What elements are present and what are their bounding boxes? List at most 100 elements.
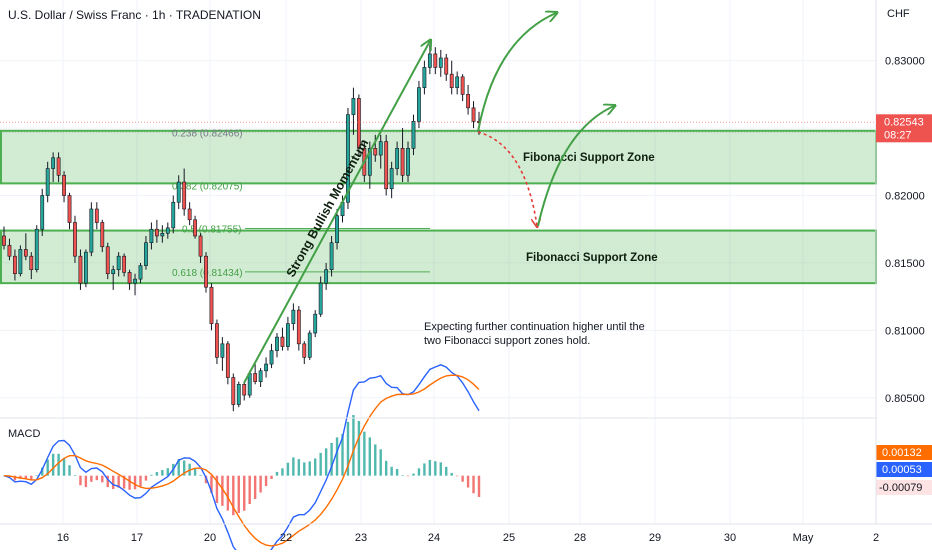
macd-hist-bar [84,475,88,488]
macd-hist-bar [297,459,301,476]
candle [94,202,99,230]
candle-body [444,57,449,75]
candle [318,276,323,317]
macd-hist-bar [111,475,115,490]
macd-hist-bar [19,475,22,479]
macd-hist-bar [346,421,350,476]
candle [324,262,329,290]
candle [433,47,438,75]
macd-hist-bar [57,453,60,476]
candle [438,49,443,77]
macd-hist-bar [445,466,448,476]
candle-body [83,251,88,284]
macd-hist-bar [477,475,481,497]
candle [144,235,148,270]
candle-body [193,219,197,237]
macd-hist-bar [95,475,99,481]
macd-hist-bar [281,468,284,476]
candle [105,242,110,280]
candle-body [7,245,12,257]
candle [67,192,72,230]
candle-body [449,73,454,88]
candle-body [18,249,23,275]
macd-hist-bar [155,472,159,476]
candle-body [105,246,110,275]
x-tick-label: 24 [428,532,440,544]
candle [83,249,88,288]
candle-body [220,343,225,358]
candle-body [122,255,127,273]
candle [242,381,247,401]
macd-hist-bar [166,468,169,476]
candle-body [302,343,307,358]
candle-body [2,235,6,246]
candle-body [335,215,339,244]
candle-body [291,309,296,324]
momentum-arrow [243,41,430,384]
candle-body [165,227,170,234]
y-tick-label: 0.80500 [885,393,925,405]
macd-hist-bar [30,475,33,481]
candle-body [138,265,143,280]
support-zones: Fibonacci Support Zone Fibonacci Support … [0,129,877,285]
hist-value-tag [876,480,932,495]
candle-body [460,76,465,95]
current-price-tag [876,114,932,143]
candle [313,310,318,338]
macd-hist-bar [412,473,415,476]
candle [45,161,50,203]
candle [204,252,208,293]
candle-body [264,363,268,372]
macd-hist-bar [226,475,230,511]
candle-body [466,94,470,109]
macd-hist-bar [390,466,393,476]
x-tick-label: 23 [355,532,367,544]
macd-hist-bar [275,471,279,476]
candle [160,225,165,243]
candle-body [253,373,258,382]
candle-body [356,98,361,149]
macd-hist-bar [248,475,251,505]
candle-body [73,222,77,257]
candle [154,219,159,243]
candle [307,330,312,361]
projection-arrow-second [537,106,614,227]
macd-hist-bar [461,475,464,482]
candle-body [111,269,116,275]
candle-body [89,208,94,253]
candle [455,71,460,95]
candle-body [411,121,416,149]
support-zone-label: Fibonacci Support Zone [526,252,658,264]
x-tick-label: 28 [574,532,586,544]
currency-label: CHF [887,8,910,20]
candle-body [182,181,187,210]
candle [198,233,203,263]
macd-hist-bar [128,475,131,490]
candle [389,161,394,199]
candle [138,262,143,284]
macd-hist-bar [472,475,475,494]
candle [335,209,339,250]
macd-hist-bar [161,470,164,476]
candle [40,188,45,236]
macd-hist-bar [270,475,273,479]
macd-hist-bar [221,475,224,506]
candle [275,333,279,358]
fib-label: 0.382 (0.82075) [172,181,243,192]
macd-hist-bar [379,449,382,476]
candle-body [275,336,279,351]
candles [2,44,481,412]
candle-body [149,228,154,244]
candle [236,381,241,408]
candle [111,265,116,290]
candle [127,269,132,290]
candle-body [324,269,329,284]
candle-body [318,282,323,315]
macd-hist-bar [395,468,399,476]
candle [253,364,258,385]
candle-body [296,309,301,345]
candle [264,357,268,378]
candle [400,128,405,183]
candle-body [78,255,83,284]
